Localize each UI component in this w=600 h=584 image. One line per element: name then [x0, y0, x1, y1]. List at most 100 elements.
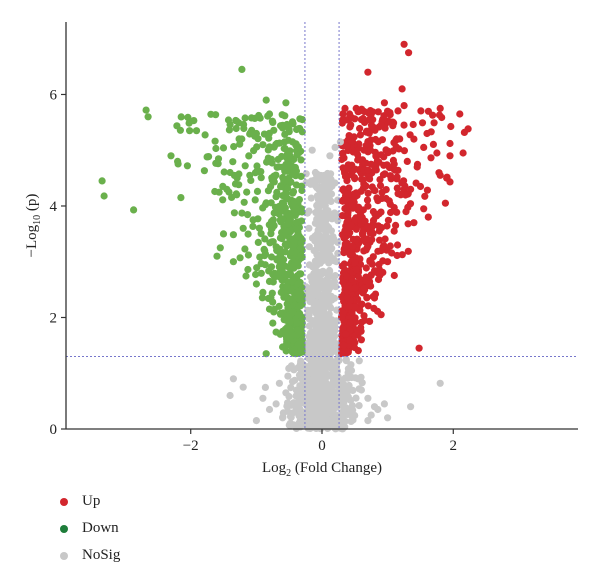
up-point	[377, 311, 385, 319]
x-tick-label-2: 2	[450, 438, 458, 454]
nosig-point	[331, 143, 339, 151]
up-point	[394, 107, 402, 115]
up-point	[370, 186, 378, 194]
up-point	[364, 68, 372, 76]
points-layer	[98, 40, 472, 433]
nosig-point	[328, 210, 336, 218]
up-point	[357, 336, 365, 344]
down-point	[294, 341, 302, 349]
up-point	[397, 191, 405, 199]
nosig-point	[325, 235, 333, 243]
nosig-point	[300, 370, 308, 379]
down-point	[249, 222, 257, 230]
nosig-point	[320, 182, 328, 191]
up-point	[413, 163, 421, 171]
up-point	[381, 170, 389, 178]
nosig-point	[286, 421, 294, 429]
down-point	[284, 184, 292, 192]
nosig-point	[345, 381, 353, 390]
down-point	[273, 243, 281, 252]
nosig-point	[319, 393, 327, 401]
nosig-point	[343, 395, 351, 403]
up-point	[390, 227, 398, 235]
nosig-point	[306, 337, 314, 345]
nosig-point	[325, 196, 333, 204]
down-point	[216, 244, 224, 252]
down-point	[100, 192, 108, 200]
down-point	[245, 152, 253, 160]
down-point	[265, 305, 274, 313]
nosig-point	[272, 400, 280, 408]
up-point	[393, 251, 401, 260]
down-point	[233, 191, 241, 199]
down-point	[174, 157, 182, 165]
nosig-point	[305, 207, 313, 215]
down-point	[287, 178, 295, 186]
up-point	[377, 247, 385, 255]
down-point	[252, 129, 260, 138]
down-point	[270, 222, 278, 230]
down-point	[282, 99, 290, 107]
up-point	[346, 302, 354, 310]
down-point	[281, 130, 289, 138]
up-point	[365, 280, 373, 288]
up-point	[383, 222, 391, 230]
nosig-point	[325, 310, 333, 318]
nosig-point	[334, 238, 342, 246]
nosig-point	[407, 403, 415, 411]
nosig-point	[305, 243, 313, 251]
nosig-point	[367, 411, 375, 419]
nosig-point	[307, 194, 315, 202]
down-point	[286, 151, 294, 159]
up-point	[365, 116, 373, 124]
up-point	[374, 108, 382, 116]
nosig-point	[321, 296, 329, 304]
down-point	[232, 116, 240, 125]
up-point	[348, 275, 356, 283]
legend: Up Down NoSig	[60, 488, 120, 569]
up-point	[388, 249, 396, 257]
down-point	[295, 311, 303, 319]
down-point	[167, 152, 175, 160]
down-point	[268, 159, 276, 167]
up-point	[364, 166, 372, 174]
nosig-point	[333, 367, 341, 375]
nosig-point	[334, 249, 342, 257]
nosig-point	[289, 409, 297, 417]
down-point	[294, 125, 303, 133]
down-point	[254, 238, 262, 246]
up-point	[459, 149, 467, 157]
down-point	[220, 168, 228, 176]
nosig-point	[311, 401, 320, 409]
down-point	[241, 114, 249, 122]
down-point	[274, 155, 282, 163]
up-point	[354, 151, 362, 159]
up-point	[365, 129, 373, 137]
up-point	[346, 319, 354, 327]
nosig-point	[239, 383, 247, 391]
down-point	[298, 336, 306, 344]
down-point	[295, 196, 303, 204]
nosig-point	[355, 402, 363, 410]
up-point	[382, 146, 390, 154]
up-point	[436, 104, 444, 112]
up-point	[357, 116, 365, 124]
nosig-point	[319, 267, 327, 275]
up-point	[420, 205, 428, 213]
down-point	[281, 262, 289, 270]
down-point	[244, 211, 252, 219]
up-point	[386, 172, 394, 180]
up-point	[384, 216, 392, 224]
nosig-point	[261, 383, 269, 391]
nosig-point	[322, 351, 330, 359]
down-point	[277, 183, 285, 191]
nosig-point	[349, 406, 357, 414]
up-point	[400, 147, 408, 155]
down-point	[270, 209, 278, 217]
nosig-point	[326, 252, 334, 260]
up-point	[393, 241, 402, 249]
nosig-point	[357, 386, 365, 394]
down-point	[290, 207, 298, 215]
nosig-point	[305, 224, 313, 232]
up-point	[417, 107, 425, 115]
